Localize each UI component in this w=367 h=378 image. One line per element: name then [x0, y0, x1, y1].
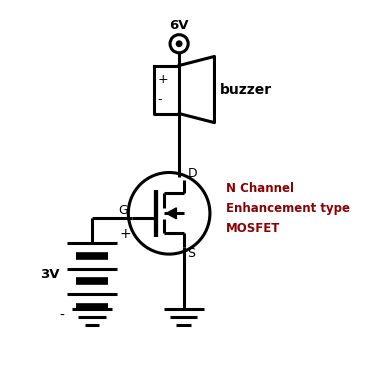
Text: -: - [59, 308, 64, 322]
Circle shape [177, 41, 182, 46]
Polygon shape [166, 208, 177, 219]
Text: +: + [120, 228, 131, 242]
Text: 3V: 3V [40, 268, 60, 282]
Text: +: + [157, 73, 168, 86]
Text: D: D [187, 167, 197, 180]
Text: S: S [187, 247, 195, 260]
Text: -: - [157, 93, 162, 106]
Text: N Channel
Enhancement type
MOSFET: N Channel Enhancement type MOSFET [226, 182, 350, 235]
Text: buzzer: buzzer [220, 82, 272, 96]
Text: 6V: 6V [169, 19, 189, 32]
Text: G: G [119, 204, 128, 217]
